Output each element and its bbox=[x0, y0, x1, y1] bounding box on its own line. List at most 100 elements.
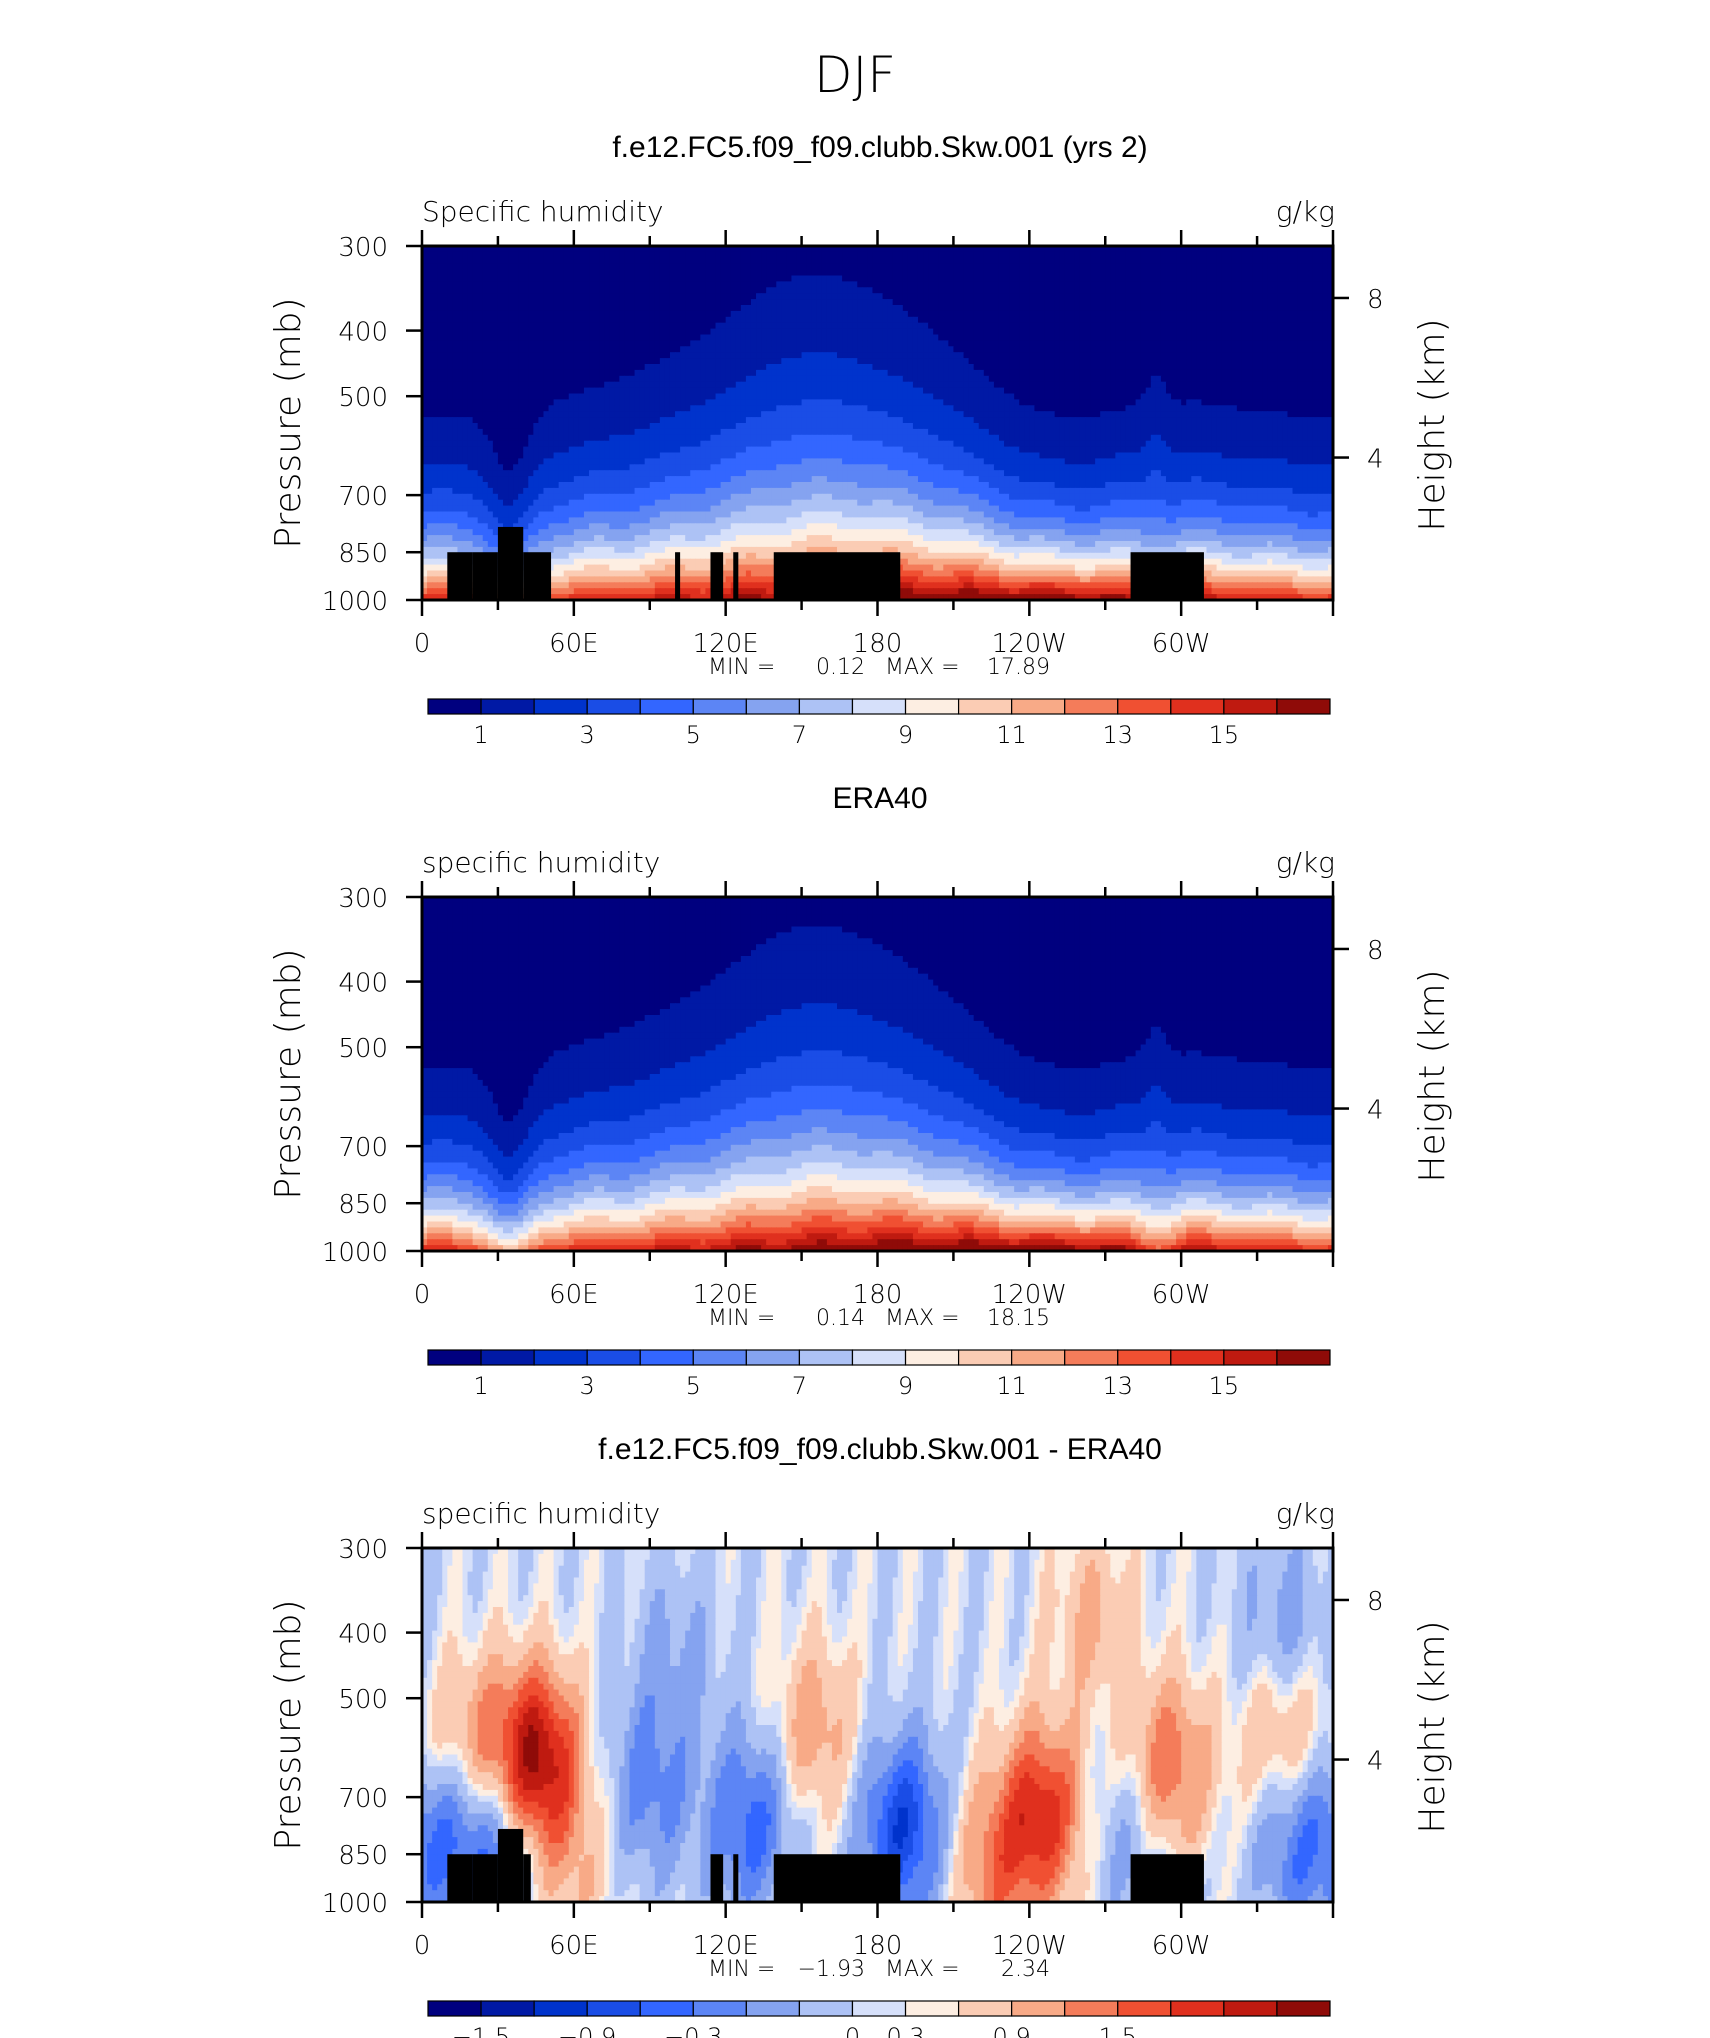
field-cell bbox=[690, 399, 696, 406]
field-cell bbox=[563, 251, 570, 259]
field-cell bbox=[685, 346, 691, 353]
field-cell bbox=[1297, 334, 1304, 341]
field-cell bbox=[1236, 364, 1243, 371]
field-cell bbox=[1085, 293, 1091, 300]
field-cell bbox=[452, 375, 459, 383]
field-cell bbox=[1110, 246, 1116, 253]
field-cell bbox=[467, 257, 474, 265]
field-cell bbox=[1176, 340, 1182, 347]
field-cell bbox=[553, 299, 560, 306]
field-cell bbox=[943, 322, 949, 330]
field-cell bbox=[735, 375, 742, 383]
field-cell bbox=[685, 369, 691, 377]
field-cell bbox=[1186, 358, 1192, 365]
field-cell bbox=[1176, 257, 1182, 265]
field-cell bbox=[487, 299, 494, 306]
field-cell bbox=[867, 364, 874, 371]
field-cell bbox=[1085, 316, 1091, 324]
field-cell bbox=[457, 405, 464, 412]
field-cell bbox=[634, 381, 641, 389]
field-cell bbox=[786, 263, 793, 271]
field-cell bbox=[533, 310, 539, 318]
field-cell bbox=[1302, 328, 1309, 336]
field-cell bbox=[806, 316, 813, 324]
field-cell bbox=[624, 263, 631, 271]
field-cell bbox=[882, 263, 889, 271]
field-cell bbox=[715, 293, 722, 300]
field-cell bbox=[831, 381, 838, 389]
field-cell bbox=[614, 322, 620, 330]
field-cell bbox=[700, 334, 707, 341]
field-cell bbox=[1191, 387, 1197, 395]
field-cell bbox=[553, 293, 560, 300]
field-cell bbox=[897, 334, 904, 341]
field-cell bbox=[604, 381, 610, 389]
field-cell bbox=[993, 381, 1000, 389]
field-cell bbox=[467, 293, 474, 300]
field-cell bbox=[806, 352, 813, 359]
field-cell bbox=[958, 322, 965, 330]
field-cell bbox=[923, 405, 929, 412]
field-cell bbox=[1257, 352, 1263, 359]
field-cell bbox=[1079, 369, 1086, 377]
field-cell bbox=[543, 305, 550, 312]
field-cell bbox=[892, 251, 899, 259]
field-cell bbox=[811, 246, 818, 253]
field-cell bbox=[1317, 358, 1324, 365]
field-cell bbox=[887, 352, 894, 359]
field-cell bbox=[928, 381, 934, 389]
field-cell bbox=[735, 246, 742, 253]
field-cell bbox=[1019, 387, 1025, 395]
field-cell bbox=[1074, 328, 1081, 336]
field-cell bbox=[882, 322, 889, 330]
field-cell bbox=[1246, 322, 1253, 330]
field-cell bbox=[1064, 316, 1071, 324]
field-cell bbox=[1201, 293, 1208, 300]
field-cell bbox=[1186, 346, 1192, 353]
field-cell bbox=[477, 334, 484, 341]
field-cell bbox=[589, 257, 595, 265]
field-cell bbox=[680, 246, 686, 253]
field-cell bbox=[573, 305, 580, 312]
field-cell bbox=[1277, 287, 1283, 294]
field-cell bbox=[705, 257, 712, 265]
field-cell bbox=[887, 328, 894, 336]
field-cell bbox=[1297, 328, 1304, 336]
field-cell bbox=[1054, 375, 1061, 383]
field-cell bbox=[1206, 299, 1213, 306]
field-cell bbox=[776, 251, 782, 259]
field-cell bbox=[437, 246, 443, 253]
field-cell bbox=[1272, 381, 1278, 389]
field-cell bbox=[553, 269, 560, 277]
field-cell bbox=[467, 346, 474, 353]
field-cell bbox=[472, 263, 479, 271]
field-cell bbox=[745, 305, 752, 312]
field-cell bbox=[442, 251, 448, 259]
field-cell bbox=[497, 299, 504, 306]
field-cell bbox=[1165, 393, 1172, 400]
field-cell bbox=[740, 393, 747, 400]
field-cell bbox=[477, 322, 484, 330]
field-cell bbox=[1024, 334, 1030, 341]
field-cell bbox=[422, 364, 428, 371]
field-cell bbox=[1145, 316, 1152, 324]
field-cell bbox=[1181, 257, 1187, 265]
field-cell bbox=[639, 358, 646, 365]
field-cell bbox=[1004, 299, 1010, 306]
field-cell bbox=[887, 399, 894, 406]
field-cell bbox=[447, 293, 453, 300]
field-cell bbox=[644, 275, 651, 282]
field-cell bbox=[831, 246, 838, 253]
field-cell bbox=[700, 358, 707, 365]
field-cell bbox=[1034, 399, 1041, 406]
field-cell bbox=[1282, 263, 1289, 271]
field-cell bbox=[685, 322, 691, 330]
field-cell bbox=[1009, 287, 1015, 294]
field-cell bbox=[953, 246, 960, 253]
field-cell bbox=[877, 316, 884, 324]
field-cell bbox=[1226, 251, 1233, 259]
field-cell bbox=[1110, 387, 1116, 395]
field-cell bbox=[998, 387, 1005, 395]
field-cell bbox=[1074, 287, 1081, 294]
field-cell bbox=[427, 358, 433, 365]
